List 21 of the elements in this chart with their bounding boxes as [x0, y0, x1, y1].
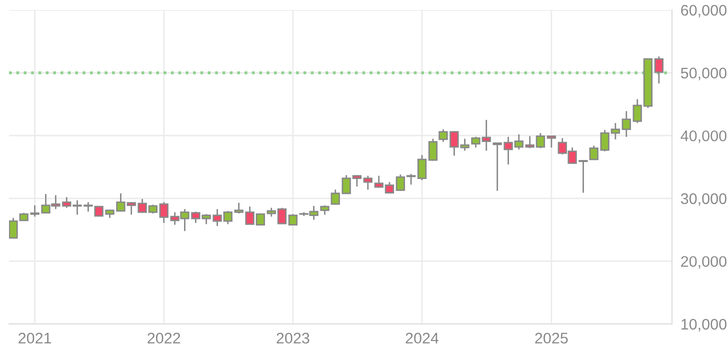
x-tick-label: 2024 — [406, 332, 439, 344]
candlestick — [654, 56, 664, 84]
x-tick-label: 2025 — [535, 332, 568, 344]
x-tick-label: 2021 — [18, 332, 52, 344]
y-tick-label: 40,000 — [680, 130, 726, 144]
y-tick-label: 10,000 — [682, 318, 726, 332]
candlestick — [417, 154, 427, 181]
y-tick-label: 20,000 — [681, 256, 726, 269]
candlestick — [159, 201, 168, 224]
candlestick — [320, 204, 330, 216]
candlestick — [363, 175, 372, 190]
x-tick-label: 2022 — [148, 332, 180, 344]
x-tick-label: 2023 — [276, 332, 310, 344]
candlestick — [428, 138, 438, 162]
y-tick-label: 60,000 — [681, 4, 726, 18]
candlestick — [288, 213, 298, 226]
y-tick-label: 30,000 — [680, 193, 726, 206]
candlestick — [546, 134, 556, 148]
candlestick — [330, 188, 340, 206]
candlestick — [622, 110, 631, 138]
y-tick-label: 50,000 — [680, 68, 726, 80]
